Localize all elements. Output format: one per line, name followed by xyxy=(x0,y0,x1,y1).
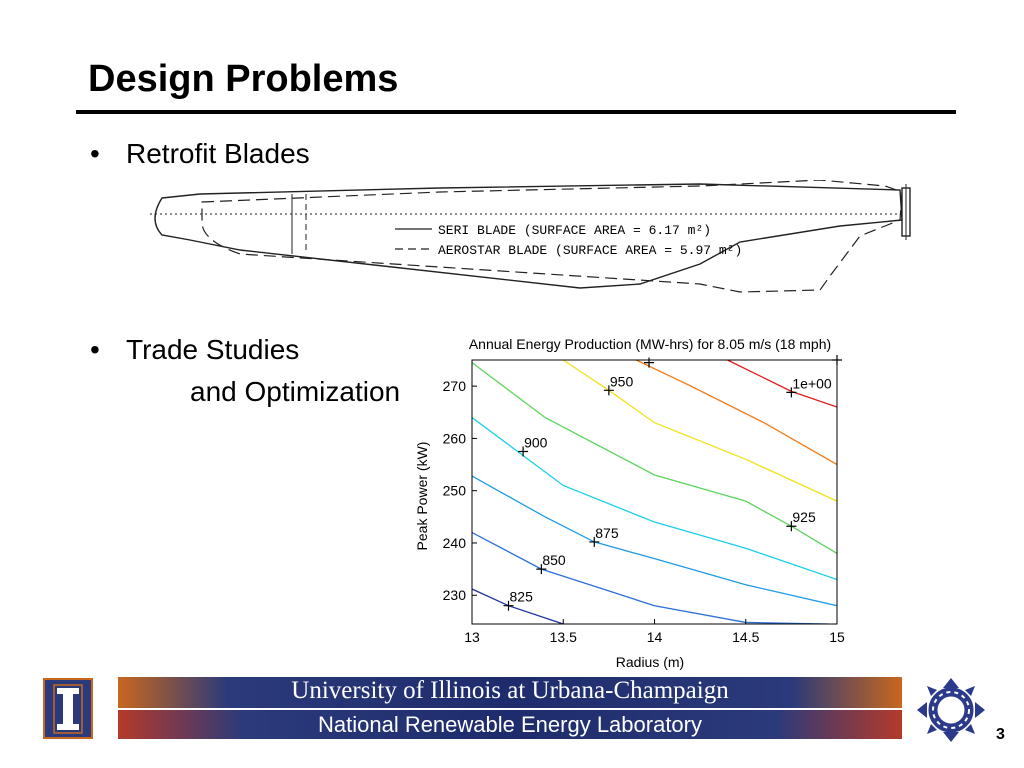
uiuc-logo xyxy=(43,678,93,739)
contour-line-unlabeled-7 xyxy=(635,360,837,466)
x-tick-label: 14.5 xyxy=(732,629,759,645)
contour-marker-1e+00 xyxy=(786,387,797,398)
x-axis-label: Radius (m) xyxy=(616,654,684,670)
contour-marker-950 xyxy=(603,385,614,396)
y-tick-label: 260 xyxy=(443,430,467,446)
contour-line-925 xyxy=(472,362,837,554)
contour-marker-900 xyxy=(518,446,529,457)
bullet-label: Trade Studies xyxy=(126,334,300,365)
y-tick-label: 230 xyxy=(443,587,467,603)
aerostar-blade-outline xyxy=(201,180,903,293)
y-tick-label: 250 xyxy=(443,483,467,499)
legend-aerostar: AEROSTAR BLADE (SURFACE AREA = 5.97 m²) xyxy=(438,243,742,258)
bullet-continuation: and Optimization xyxy=(190,376,401,407)
footer-banner: University of Illinois at Urbana-Champai… xyxy=(118,677,902,739)
contour-label-925: 925 xyxy=(792,509,816,525)
plot-frame xyxy=(471,359,838,625)
bullet-marker: • xyxy=(90,138,100,169)
x-tick-label: 14 xyxy=(647,629,663,645)
contour-label-825: 825 xyxy=(510,589,534,605)
x-tick-label: 15 xyxy=(829,629,845,645)
contour-line-unlabeled-3 xyxy=(472,416,837,581)
contour-marker-925 xyxy=(786,521,797,532)
bullet-label: Retrofit Blades xyxy=(126,138,310,169)
contour-chart-svg: Annual Energy Production (MW-hrs) for 8.… xyxy=(414,336,845,670)
laboratory-name: National Renewable Energy Laboratory xyxy=(317,712,702,737)
contour-chart: Annual Energy Production (MW-hrs) for 8.… xyxy=(410,330,880,674)
x-tick-label: 13.5 xyxy=(550,629,577,645)
blade-planform-figure: SERI BLADE (SURFACE AREA = 6.17 m²) AERO… xyxy=(150,180,911,293)
contour-label-900: 900 xyxy=(524,434,548,450)
contour-line-950 xyxy=(562,360,837,502)
slide-title: Design Problems xyxy=(88,58,399,100)
banner-lab: National Renewable Energy Laboratory xyxy=(118,710,902,739)
contour-marker-extra-0 xyxy=(644,357,655,368)
nrel-logo xyxy=(917,678,985,742)
y-tick-label: 270 xyxy=(443,378,467,394)
legend-seri: SERI BLADE (SURFACE AREA = 6.17 m²) xyxy=(438,223,711,238)
x-tick-label: 13 xyxy=(464,629,480,645)
contour-marker-825 xyxy=(503,600,514,611)
contour-marker-875 xyxy=(589,536,600,547)
contour-label-875: 875 xyxy=(595,525,619,541)
banner-university: University of Illinois at Urbana-Champai… xyxy=(118,677,902,708)
seri-blade-outline xyxy=(154,183,903,289)
contour-line-875 xyxy=(472,475,837,607)
title-rule xyxy=(76,110,956,114)
bullet-marker: • xyxy=(90,334,100,365)
chart-title: Annual Energy Production (MW-hrs) for 8.… xyxy=(469,336,831,352)
page-number: 3 xyxy=(996,726,1005,743)
contour-label-1e+00: 1e+00 xyxy=(792,375,832,391)
bullet-retrofit-blades: • Retrofit Blades xyxy=(90,138,310,170)
y-tick-label: 240 xyxy=(443,535,467,551)
contour-label-850: 850 xyxy=(542,552,566,568)
bullet-trade-studies: • Trade Studies xyxy=(90,334,300,366)
university-name: University of Illinois at Urbana-Champai… xyxy=(291,677,729,704)
contour-marker-850 xyxy=(536,564,547,575)
contour-line-850 xyxy=(472,531,828,624)
contour-lines xyxy=(472,360,837,624)
y-axis-label: Peak Power (kW) xyxy=(414,442,430,551)
contour-label-950: 950 xyxy=(610,373,634,389)
